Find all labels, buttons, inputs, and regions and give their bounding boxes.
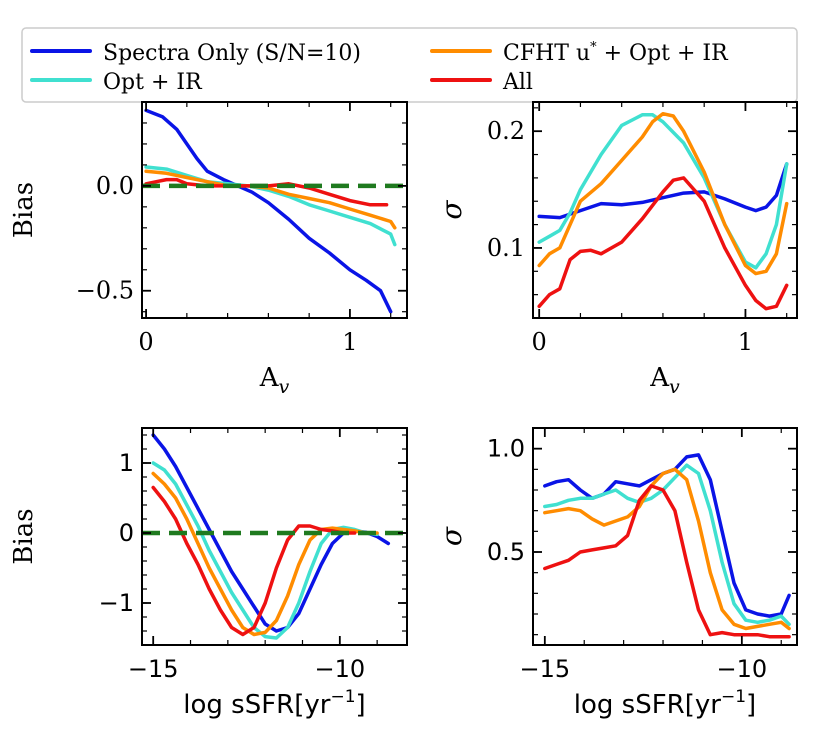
x-axis-label-main: log sSFR[yr — [183, 690, 331, 720]
x-axis-label-sub: v — [669, 376, 680, 398]
x-axis-label-sub: v — [279, 376, 290, 398]
x-tick-label: 1 — [342, 328, 357, 356]
x-axis-label: log sSFR[yr−1] — [574, 687, 756, 720]
legend-label-cfht: CFHT u* + Opt + IR — [503, 40, 729, 66]
legend-label-all: All — [502, 70, 533, 95]
x-axis-label-main: log sSFR[yr — [574, 690, 722, 720]
panel-av-sigma: 0 1 0.1 0.2 Av σ — [435, 101, 798, 398]
y-tick-label: 0.0 — [96, 172, 134, 200]
series-line-cfht — [537, 111, 789, 276]
x-tick-label: 1 — [738, 328, 753, 356]
x-axis-label: Av — [259, 363, 290, 398]
legend-frame — [21, 27, 798, 103]
series-line-cfht — [543, 467, 791, 631]
y-tick-label: −1 — [99, 589, 134, 617]
y-axis-label: σ — [435, 526, 468, 546]
series-line-spectra — [144, 108, 393, 314]
y-axis-label: σ — [435, 200, 468, 220]
x-axis-label-sup: −1 — [330, 687, 355, 707]
legend-cfht-main: CFHT u — [503, 41, 590, 66]
legend-label-spectra: Spectra Only (S/N=10) — [103, 41, 361, 66]
x-tick-label: −10 — [717, 655, 768, 683]
series-line-all — [537, 176, 789, 311]
x-axis-label-main: A — [259, 363, 280, 393]
y-tick-label: 0.5 — [487, 538, 525, 566]
series-line-all — [144, 177, 389, 207]
plot-area — [537, 111, 789, 311]
y-tick-label: 0.1 — [487, 234, 525, 262]
axes-frame — [141, 427, 408, 646]
y-tick-label: 1 — [119, 449, 134, 477]
series-line-optir — [543, 463, 791, 627]
legend: Spectra Only (S/N=10) Opt + IR CFHT u* +… — [21, 27, 798, 103]
axes-frame — [141, 101, 408, 319]
x-axis-label-main: A — [649, 363, 670, 393]
series-line-cfht — [144, 169, 397, 230]
y-axis-label: Bias — [9, 182, 39, 238]
series-line-spectra — [543, 453, 791, 618]
x-tick-label: 0 — [138, 328, 153, 356]
x-axis-label-sup: −1 — [721, 687, 746, 707]
plot-area — [543, 453, 791, 639]
y-tick-label: 1.0 — [487, 435, 525, 463]
y-axis-label: Bias — [9, 508, 39, 564]
x-axis-label: Av — [649, 363, 680, 398]
panel-ssfr-sigma: −15 −10 0.5 1.0 log sSFR[yr−1] σ — [435, 427, 798, 720]
x-tick-label: −15 — [128, 655, 179, 683]
x-axis-label-end: ] — [746, 690, 756, 720]
y-tick-label: 0 — [119, 519, 134, 547]
series-line-all — [151, 485, 357, 637]
y-tick-label: 0.2 — [487, 117, 525, 145]
legend-cfht-star: * — [590, 40, 597, 55]
plot-area — [142, 433, 407, 640]
x-tick-label: 0 — [532, 328, 547, 356]
y-tick-label: −0.5 — [76, 277, 134, 305]
axes-frame — [532, 101, 798, 319]
plot-area — [142, 108, 407, 314]
x-axis-label: log sSFR[yr−1] — [183, 687, 365, 720]
x-tick-label: −15 — [519, 655, 570, 683]
series-line-cfht — [151, 471, 379, 637]
series-line-all — [543, 484, 791, 639]
legend-label-optir: Opt + IR — [103, 70, 203, 95]
axes-frame — [532, 427, 798, 646]
series-line-spectra — [537, 162, 789, 220]
x-axis-label-end: ] — [356, 690, 366, 720]
legend-cfht-rest: + Opt + IR — [597, 41, 729, 66]
x-tick-label: −10 — [314, 655, 365, 683]
panel-av-bias: 0 1 −0.5 0.0 Av Bias — [9, 101, 408, 398]
